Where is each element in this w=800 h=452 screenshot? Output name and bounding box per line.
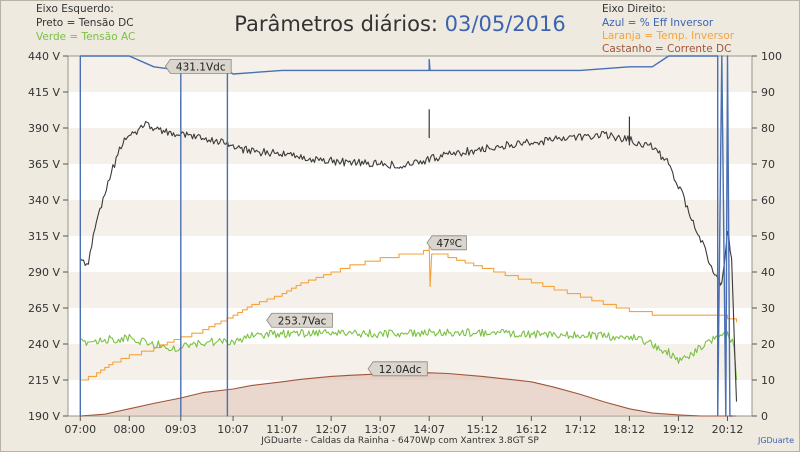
annotation-verde-box <box>266 312 333 328</box>
series-line-verde <box>80 328 738 381</box>
grid-band <box>68 272 752 308</box>
y-right-tick-label: 90 <box>761 86 775 99</box>
x-tick-label: 18:12 <box>614 423 646 436</box>
x-tick-label: 19:12 <box>663 423 695 436</box>
x-tick-label: 16:12 <box>516 423 548 436</box>
x-tick-label: 09:03 <box>165 423 197 436</box>
x-tick-label: 11:07 <box>266 423 298 436</box>
annotation-verde-text: 253.7Vac <box>278 315 327 327</box>
y-left-tick-label: 315 V <box>28 230 60 243</box>
left-axis-legend-heading: Eixo Esquerdo: <box>36 3 114 15</box>
annotation-laranja-text: 47ºC <box>436 238 462 250</box>
right-legend-entry-orange: Laranja = Temp. Inversor <box>602 30 735 42</box>
y-right-tick-label: 70 <box>761 158 775 171</box>
y-right-tick-label: 0 <box>761 410 768 423</box>
series-area-castanho <box>80 372 737 416</box>
series-line-azul <box>79 55 733 417</box>
y-left-tick-label: 415 V <box>28 86 60 99</box>
y-right-tick-label: 10 <box>761 374 775 387</box>
annotation-azul-text: 431.1Vdc <box>176 61 226 73</box>
y-left-tick-label: 340 V <box>28 194 60 207</box>
right-legend-entry-brown: Castanho = Corrente DC <box>602 43 732 55</box>
y-left-tick-label: 390 V <box>28 122 60 135</box>
brand-label: JGDuarte <box>757 436 794 445</box>
annotation-azul: 431.1Vdc <box>164 59 232 74</box>
grid-band <box>68 200 752 236</box>
annotation-castanho: 12.0Adc <box>367 361 428 377</box>
chart-title: Parâmetros diários: 03/05/2016 <box>0 14 800 35</box>
x-tick-label: 13:07 <box>364 423 396 436</box>
series-line-laranja <box>80 246 738 381</box>
annotation-verde: 253.7Vac <box>266 312 333 328</box>
x-tick-label: 15:12 <box>466 423 498 436</box>
right-axis-legend-heading: Eixo Direito: <box>602 3 666 15</box>
x-tick-label: 17:12 <box>565 423 597 436</box>
grid-band <box>68 128 752 164</box>
annotation-castanho-box <box>367 361 428 377</box>
series-line-preto <box>79 121 738 402</box>
annotation-castanho-text: 12.0Adc <box>379 364 422 376</box>
y-left-tick-label: 190 V <box>28 410 60 423</box>
footer-caption: JGDuarte - Caldas da Rainha - 6470Wp com… <box>261 436 539 446</box>
y-right-tick-label: 80 <box>761 122 775 135</box>
y-right-tick-label: 100 <box>761 50 782 63</box>
x-tick-label: 10:07 <box>217 423 249 436</box>
x-tick-label: 08:00 <box>113 423 145 436</box>
annotation-laranja-box <box>426 235 467 251</box>
y-right-tick-label: 40 <box>761 266 775 279</box>
y-right-tick-label: 60 <box>761 194 775 207</box>
x-tick-label: 20:12 <box>712 423 744 436</box>
y-right-tick-label: 30 <box>761 302 775 315</box>
y-left-tick-label: 240 V <box>28 338 60 351</box>
y-left-tick-label: 440 V <box>28 50 60 63</box>
x-tick-label: 07:00 <box>64 423 96 436</box>
right-legend-entry-blue: Azul = % Eff Inversor <box>602 17 714 29</box>
y-right-tick-label: 20 <box>761 338 775 351</box>
left-legend-entry-black: Preto = Tensão DC <box>36 17 134 29</box>
title-text: Parâmetros diários: <box>234 12 438 36</box>
x-tick-label: 14:07 <box>413 423 445 436</box>
y-left-tick-label: 290 V <box>28 266 60 279</box>
y-right-tick-label: 50 <box>761 230 775 243</box>
annotation-laranja: 47ºC <box>426 235 467 251</box>
y-left-tick-label: 365 V <box>28 158 60 171</box>
left-legend-entry-green: Verde = Tensão AC <box>36 31 136 43</box>
title-date: 03/05/2016 <box>444 12 566 36</box>
x-tick-label: 12:07 <box>315 423 347 436</box>
y-left-tick-label: 265 V <box>28 302 60 315</box>
y-left-tick-label: 215 V <box>28 374 60 387</box>
annotation-azul-box <box>164 59 232 74</box>
